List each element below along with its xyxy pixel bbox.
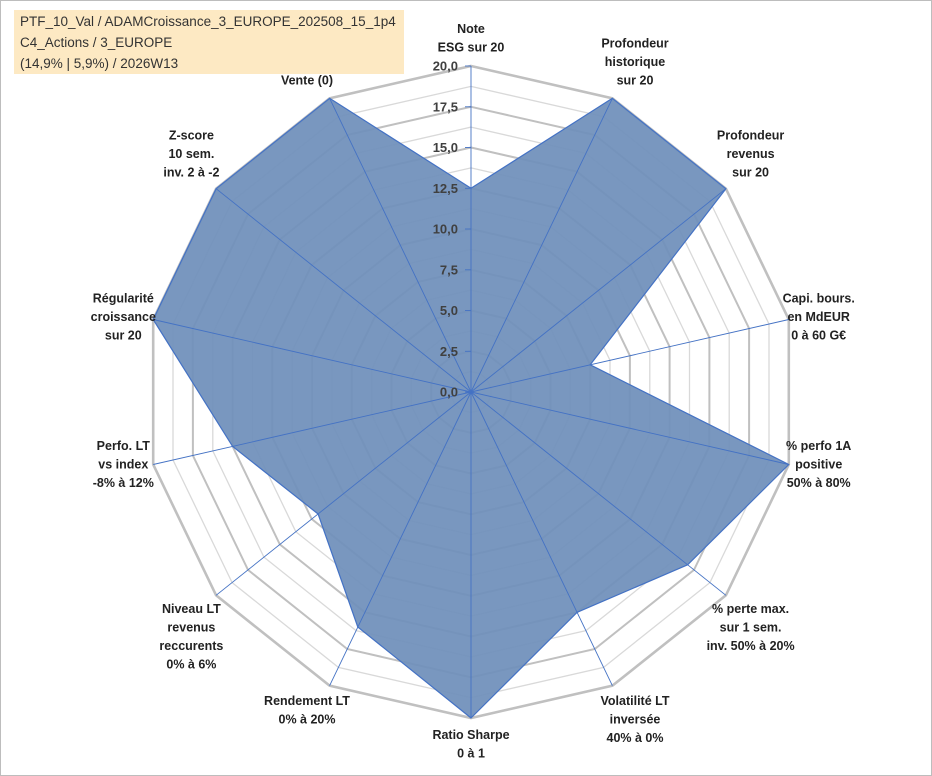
axis-label-line: inv. 2 à -2 [163, 166, 219, 180]
tick-label: 5,0 [440, 303, 458, 318]
axis-label-5: % perte max. sur 1 sem. inv. 50% à 20% [707, 602, 795, 653]
axis-label-3: Capi. bours. en MdEUR 0 à 60 G€ [783, 291, 855, 342]
axis-label-line: Profondeur [717, 129, 784, 143]
axis-label-line: Z-score [169, 129, 214, 143]
axis-label-8: Rendement LT 0% à 20% [264, 694, 350, 727]
axis-spoke [329, 391, 472, 686]
performance-week: (14,9% | 5,9%) / 2026W13 [20, 56, 179, 71]
portfolio-name: PTF_10_Val / ADAMCroissance_3_EUROPE_202… [20, 14, 396, 29]
axis-label-line: 0 à 60 G€ [791, 328, 846, 342]
tick-label: 15,0 [433, 140, 458, 155]
axis-label-line: Capi. bours. [783, 291, 855, 305]
axis-spoke [153, 391, 472, 465]
axis-label-line: 10 sem. [168, 147, 214, 161]
axis-label-line: Rendement LT [264, 694, 350, 708]
axis-label-line: Note [457, 22, 485, 36]
tick-label: 7,5 [440, 262, 458, 277]
radar-ticks: 0,0 2,5 5,0 7,5 10,0 12,5 15,0 17,5 20,0 [433, 59, 471, 400]
axis-label-line: 50% à 80% [787, 476, 851, 490]
axis-spoke [470, 391, 789, 465]
axis-label-line: -8% à 12% [93, 476, 154, 490]
axis-label-line: historique [605, 55, 665, 69]
axis-label-10: Perfo. LT vs index -8% à 12% [93, 439, 154, 490]
axis-label-line: sur 20 [732, 166, 769, 180]
asset-class: C4_Actions / 3_EUROPE [20, 35, 173, 50]
axis-label-12: Z-score 10 sem. inv. 2 à -2 [163, 129, 219, 180]
axis-spoke [470, 391, 727, 596]
axis-label-4: % perfo 1A positive 50% à 80% [786, 439, 851, 490]
axis-spoke [470, 98, 613, 393]
axis-label-7: Ratio Sharpe 0 à 1 [432, 728, 509, 761]
axis-label-line: Vente (0) [281, 73, 333, 87]
axis-label-line: Volatilité LT [601, 694, 670, 708]
tick-label: 17,5 [433, 99, 458, 114]
axis-label-line: Régularité [93, 291, 154, 305]
axis-label-line: Ratio Sharpe [432, 728, 509, 742]
axis-label-0: Note ESG sur 20 [438, 22, 505, 55]
axis-label-line: revenus [727, 147, 775, 161]
axis-label-line: ESG sur 20 [438, 41, 505, 55]
axis-label-line: Perfo. LT [97, 439, 151, 453]
axis-label-line: en MdEUR [787, 310, 850, 324]
tick-label: 20,0 [433, 59, 458, 74]
axis-label-line: inversée [610, 713, 661, 727]
tick-label: 12,5 [433, 181, 458, 196]
axis-spoke [153, 319, 472, 393]
axis-label-line: 0 à 1 [457, 747, 485, 761]
axis-label-line: % perte max. [712, 602, 789, 616]
axis-label-line: vs index [98, 458, 148, 472]
axis-label-line: positive [795, 458, 842, 472]
tick-label: 2,5 [440, 344, 458, 359]
axis-label-line: revenus [167, 621, 215, 635]
axis-label-11: Régularité croissance sur 20 [91, 291, 156, 342]
axis-label-line: reccurents [159, 639, 223, 653]
tick-label: 0,0 [440, 385, 458, 400]
axis-spoke [215, 188, 472, 393]
axis-label-line: Niveau LT [162, 602, 221, 616]
axis-label-9: Niveau LT revenus reccurents 0% à 6% [159, 602, 223, 672]
axis-label-line: 0% à 20% [279, 713, 336, 727]
axis-spoke [470, 188, 727, 393]
tick-label: 10,0 [433, 222, 458, 237]
axis-label-1: Profondeur historique sur 20 [601, 36, 668, 87]
axis-label-line: % perfo 1A [786, 439, 851, 453]
axis-label-line: sur 20 [105, 328, 142, 342]
axis-label-line: sur 20 [617, 73, 654, 87]
axis-label-line: sur 1 sem. [720, 621, 782, 635]
axis-spoke [470, 319, 789, 393]
axis-spoke [215, 391, 472, 596]
axis-label-line: 0% à 6% [166, 658, 216, 672]
axis-label-6: Volatilité LT inversée 40% à 0% [601, 694, 670, 745]
axis-spoke [329, 98, 472, 393]
radar-spokes [153, 66, 789, 718]
axis-label-line: croissance [91, 310, 156, 324]
axis-label-line: Profondeur [601, 36, 668, 50]
axis-label-2: Profondeur revenus sur 20 [717, 129, 784, 180]
axis-spoke [470, 391, 613, 686]
axis-label-line: 40% à 0% [607, 731, 664, 745]
axis-label-line: inv. 50% à 20% [707, 639, 795, 653]
portfolio-info-box: PTF_10_Val / ADAMCroissance_3_EUROPE_202… [14, 10, 404, 74]
